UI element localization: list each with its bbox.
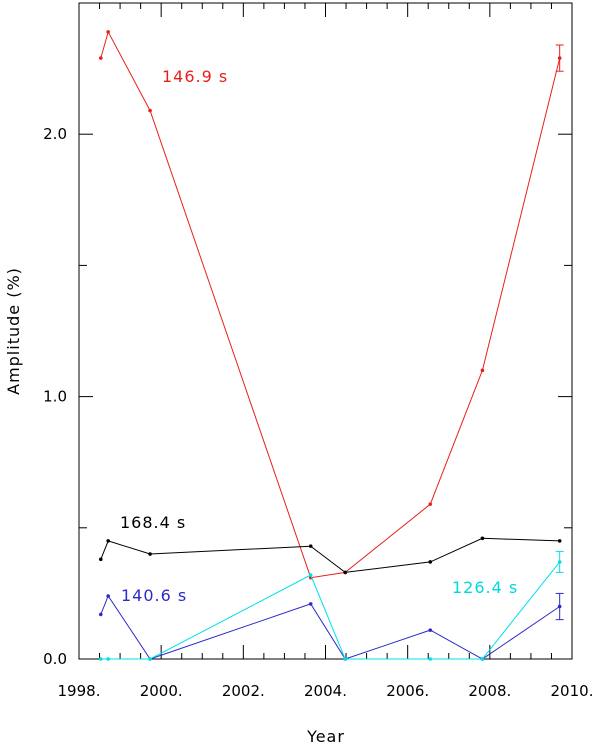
data-point [428, 502, 433, 506]
data-point [148, 108, 152, 113]
series-3 [98, 550, 564, 661]
data-point [557, 539, 562, 543]
data-point [308, 544, 313, 548]
y-axis-title: Amplitude (%) [4, 267, 23, 395]
data-point [480, 368, 485, 373]
x-tick-label: 2008. [468, 682, 511, 700]
series-layer [98, 30, 564, 661]
y-tick-label: 0.0 [43, 650, 67, 668]
data-point [106, 30, 110, 34]
plot-frame [78, 2, 573, 660]
y-tick-label: 1.0 [43, 388, 67, 406]
series-1 [98, 536, 562, 575]
x-tick-label: 2004. [304, 682, 347, 700]
y-tick-labels: 0.0 1.0 2.0 [43, 125, 67, 668]
series-label-126-4: 126.4 s [452, 578, 518, 597]
x-tick-label: 2002. [222, 682, 265, 700]
series-label-146-9: 146.9 s [162, 67, 228, 86]
series-line [100, 561, 561, 660]
series-0 [98, 30, 564, 580]
data-point [106, 594, 110, 598]
data-point [428, 628, 433, 632]
data-point [343, 570, 348, 575]
data-point [98, 612, 103, 617]
axis-ticks [78, 2, 573, 660]
data-point [148, 657, 152, 661]
data-point [98, 657, 103, 661]
x-tick-label: 2000. [140, 682, 183, 700]
series-label-168-4: 168.4 s [120, 513, 186, 532]
series-line [100, 30, 561, 579]
data-point [480, 536, 485, 541]
data-point [98, 56, 103, 60]
data-point [308, 573, 313, 577]
y-tick-label: 2.0 [43, 125, 67, 143]
x-tick-label: 2006. [386, 682, 429, 700]
data-point [106, 539, 110, 543]
data-point [428, 657, 433, 661]
series-label-140-6: 140.6 s [121, 586, 187, 605]
data-point [343, 657, 348, 661]
data-point [428, 560, 433, 564]
data-point [106, 657, 110, 661]
series-line [100, 537, 560, 573]
data-point [98, 557, 103, 562]
data-point [480, 657, 485, 661]
data-point [308, 602, 313, 606]
x-tick-label: 1998. [58, 682, 101, 700]
x-tick-labels: 1998. 2000. 2002. 2004. 2006. 2008. 2010. [58, 682, 594, 700]
series-line [100, 594, 560, 660]
x-axis-title: Year [306, 727, 345, 744]
data-point [148, 552, 152, 556]
x-tick-label: 2010. [551, 682, 594, 700]
